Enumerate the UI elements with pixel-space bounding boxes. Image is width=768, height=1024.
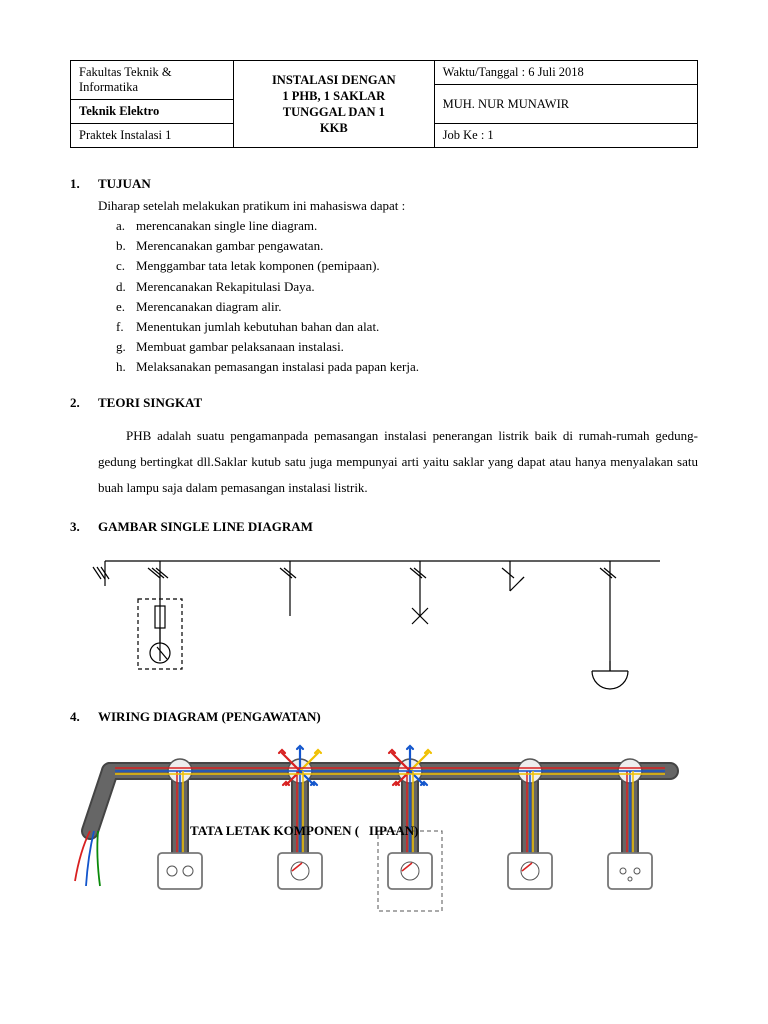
list-item: a.merencanakan single line diagram. <box>116 216 698 236</box>
list-item: c.Menggambar tata letak komponen (pemipa… <box>116 256 698 276</box>
student-text: MUH. NUR MUNAWIR <box>443 97 569 111</box>
department-text: Teknik Elektro <box>79 104 159 118</box>
list-item: h.Melaksanakan pemasangan instalasi pada… <box>116 357 698 377</box>
course-text: Praktek Instalasi 1 <box>79 128 171 142</box>
header-table: Fakultas Teknik & Informatika INSTALASI … <box>70 60 698 148</box>
single-line-diagram <box>70 541 690 691</box>
job-text: Job Ke : 1 <box>443 128 494 142</box>
section-num: 3. <box>70 519 98 535</box>
list-item: b.Merencanakan gambar pengawatan. <box>116 236 698 256</box>
section-wiring: 4. WIRING DIAGRAM (PENGAWATAN) <box>70 709 698 725</box>
section-num: 2. <box>70 395 98 411</box>
list-item: f.Menentukan jumlah kebutuhan bahan dan … <box>116 317 698 337</box>
title-line1: INSTALASI DENGAN <box>242 72 426 88</box>
section-num: 4. <box>70 709 98 725</box>
title-line2: 1 PHB, 1 SAKLAR <box>242 88 426 104</box>
section-title: GAMBAR SINGLE LINE DIAGRAM <box>98 519 313 535</box>
faculty-text: Fakultas Teknik & Informatika <box>79 65 172 94</box>
section-num: 1. <box>70 176 98 192</box>
teori-paragraph: PHB adalah suatu pengamanpada pemasangan… <box>98 428 698 495</box>
list-item: d.Merencanakan Rekapitulasi Daya. <box>116 277 698 297</box>
list-item: e.Merencanakan diagram alir. <box>116 297 698 317</box>
section-title: TUJUAN <box>98 176 151 192</box>
section-title: WIRING DIAGRAM (PENGAWATAN) <box>98 709 321 725</box>
section-tujuan: 1. TUJUAN Diharap setelah melakukan prat… <box>70 176 698 377</box>
tujuan-list: a.merencanakan single line diagram.b.Mer… <box>98 216 698 377</box>
section-title: TEORI SINGKAT <box>98 395 202 411</box>
section-single-line: 3. GAMBAR SINGLE LINE DIAGRAM <box>70 519 698 691</box>
title-line3: TUNGGAL DAN 1 <box>242 104 426 120</box>
date-text: Waktu/Tanggal : 6 Juli 2018 <box>443 65 584 79</box>
list-item: g.Membuat gambar pelaksanaan instalasi. <box>116 337 698 357</box>
tujuan-intro: Diharap setelah melakukan pratikum ini m… <box>98 196 698 216</box>
title-line4: KKB <box>242 120 426 136</box>
tata-letak-label: TATA LETAK KOMPONEN ( IIPAAN) <box>190 823 418 839</box>
section-teori: 2. TEORI SINGKAT PHB adalah suatu pengam… <box>70 395 698 501</box>
